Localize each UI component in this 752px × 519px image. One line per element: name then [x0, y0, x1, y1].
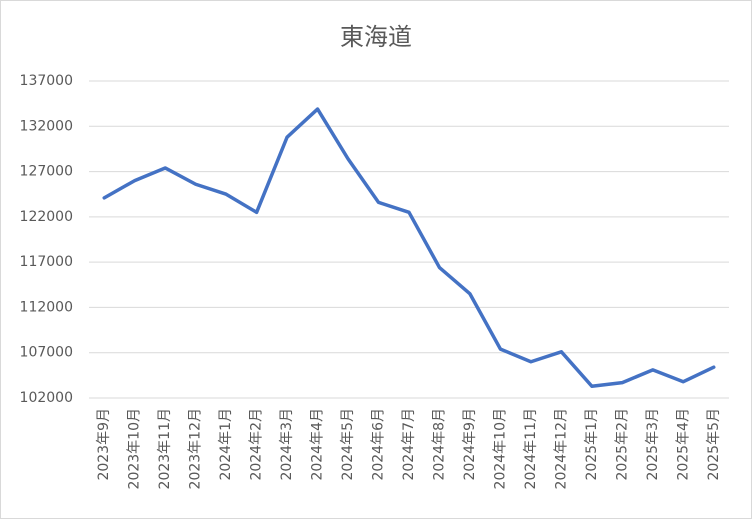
y-tick-label: 102000: [20, 390, 73, 406]
x-tick-label: 2024年4月: [310, 408, 326, 481]
data-line: [102, 107, 716, 388]
x-tick-label: 2024年3月: [279, 408, 295, 481]
x-tick-label: 2024年5月: [340, 408, 356, 481]
y-tick-label: 137000: [20, 73, 73, 89]
x-tick-label: 2024年11月: [523, 408, 539, 489]
x-tick-label: 2023年9月: [96, 408, 112, 481]
x-tick-label: 2023年12月: [188, 408, 204, 489]
x-tick-label: 2024年2月: [249, 408, 265, 481]
x-tick-label: 2025年3月: [645, 408, 661, 481]
x-tick-label: 2025年2月: [614, 408, 630, 481]
y-tick-label: 132000: [20, 118, 73, 134]
y-tick-label: 127000: [20, 164, 73, 180]
x-tick-label: 2024年12月: [553, 408, 569, 489]
x-tick-label: 2024年7月: [401, 408, 417, 481]
x-tick-label: 2024年6月: [371, 408, 387, 481]
x-tick-label: 2024年8月: [431, 408, 447, 481]
y-tick-label: 117000: [20, 254, 73, 270]
x-tick-label: 2024年10月: [492, 408, 508, 489]
x-tick-label: 2024年9月: [462, 408, 478, 481]
x-tick-label: 2023年11月: [157, 408, 173, 489]
chart-title: 東海道: [340, 23, 412, 51]
x-tick-label: 2025年1月: [584, 408, 600, 481]
x-tick-label: 2023年10月: [127, 408, 143, 489]
y-tick-label: 112000: [20, 299, 73, 315]
x-tick-label: 2025年5月: [706, 408, 722, 481]
x-tick-label: 2024年1月: [218, 408, 234, 481]
y-tick-label: 107000: [20, 345, 73, 361]
x-tick-label: 2025年4月: [675, 408, 691, 481]
y-tick-label: 122000: [20, 209, 73, 225]
